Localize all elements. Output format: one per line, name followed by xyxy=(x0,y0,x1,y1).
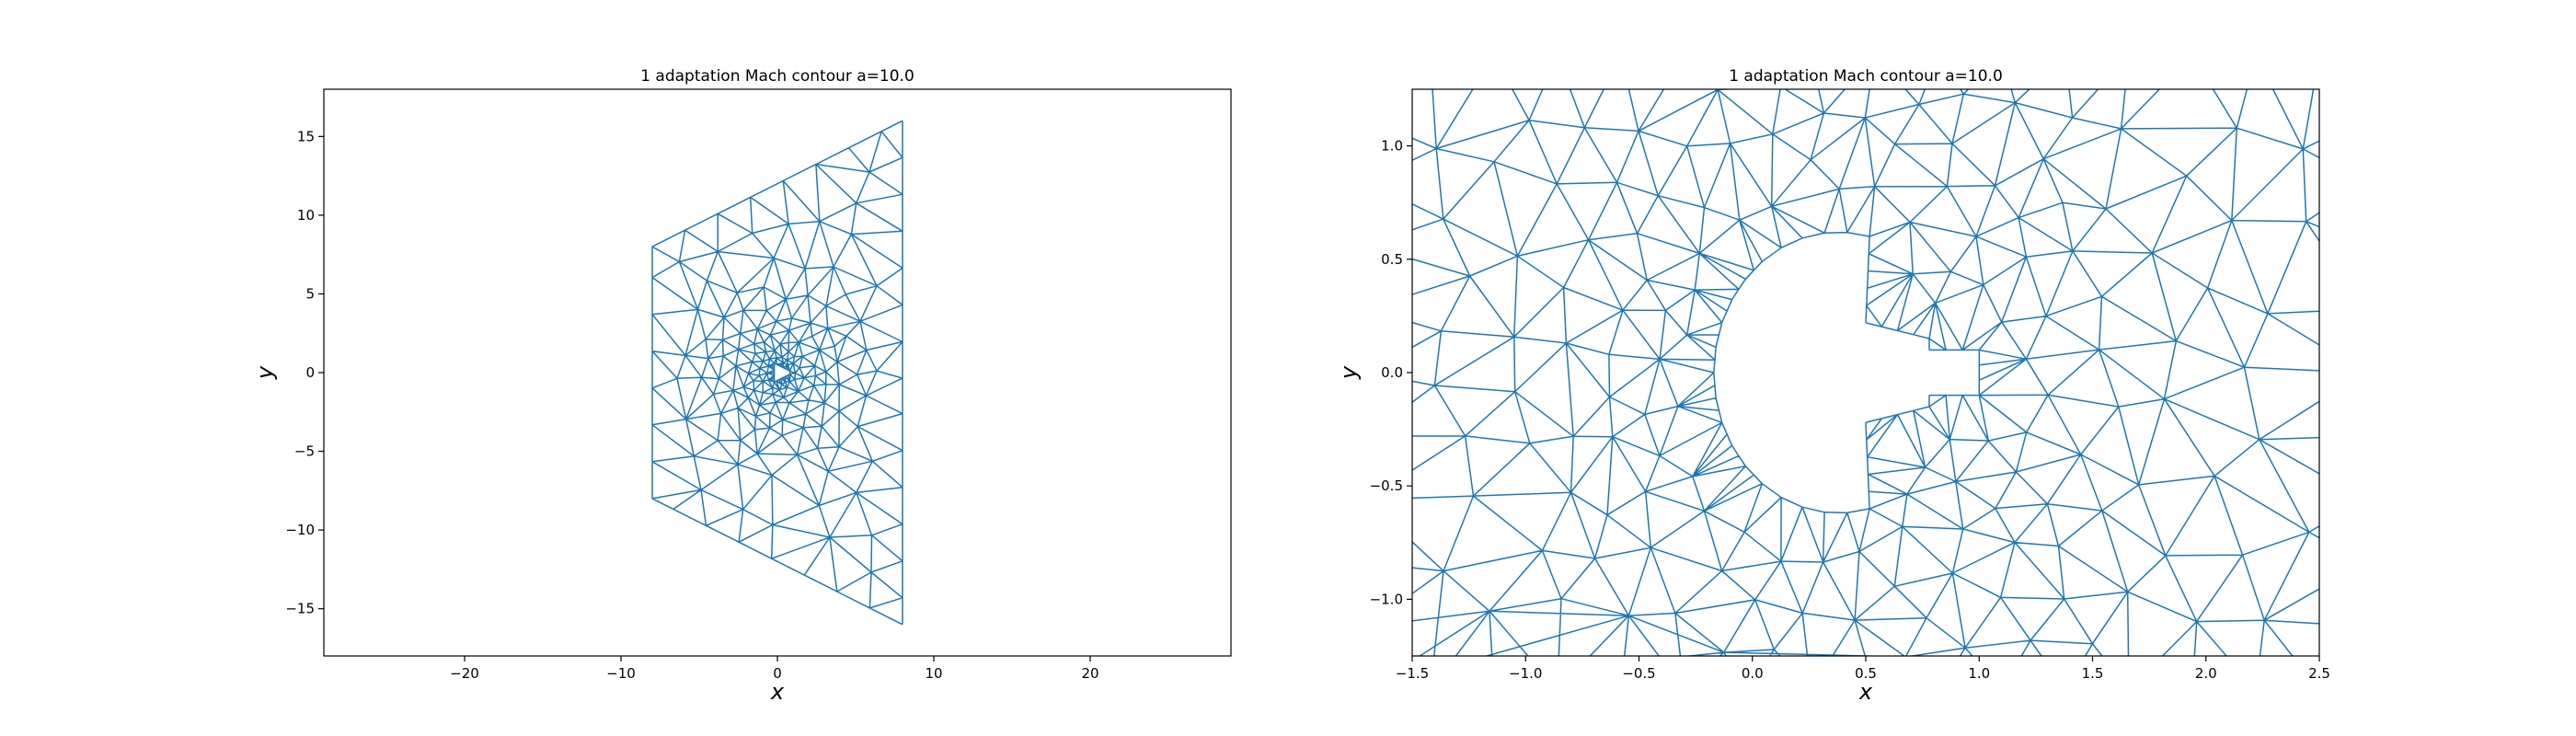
x-tick-label: 2.5 xyxy=(2308,665,2330,682)
x-axis-label: x xyxy=(1858,679,1873,705)
chart-title: 1 adaptation Mach contour a=10.0 xyxy=(1729,67,2003,86)
x-tick-label: 1.0 xyxy=(1968,665,1990,682)
y-tick-label: 1.0 xyxy=(1381,138,1403,155)
y-axis-label: y xyxy=(252,365,278,380)
x-tick-label: 10 xyxy=(925,665,942,682)
x-axis-label: x xyxy=(770,679,785,705)
x-tick-label: 2.0 xyxy=(2195,665,2217,682)
x-tick-label: −1.0 xyxy=(1509,665,1542,682)
mesh-edges xyxy=(1412,89,2319,656)
y-tick-label: −1.0 xyxy=(1370,591,1403,607)
y-tick-label: −15 xyxy=(285,601,315,617)
x-tick-label: 1.5 xyxy=(2082,665,2104,682)
y-axis-ticks: −15 −10 −5 0 5 10 15 xyxy=(285,128,324,617)
mesh-plot-full-domain: 1 adaptation Mach contour a=10.0 −20 −10 0… xyxy=(252,67,1232,705)
x-tick-label: 20 xyxy=(1081,665,1098,682)
x-tick-label: −0.5 xyxy=(1622,665,1655,682)
x-tick-label: 0.0 xyxy=(1742,665,1764,682)
y-tick-label: 15 xyxy=(297,128,315,144)
mesh-plot-zoomed: 1 adaptation Mach contour a=10.0 −1.5 −1.… xyxy=(1336,67,2330,705)
mesh-area xyxy=(651,120,903,626)
x-tick-label: −1.5 xyxy=(1396,665,1429,682)
y-axis-ticks: −1.0 −0.5 0.0 0.5 1.0 xyxy=(1370,138,1412,607)
y-tick-label: −10 xyxy=(285,522,315,538)
chart-title: 1 adaptation Mach contour a=10.0 xyxy=(640,67,914,86)
y-axis-label: y xyxy=(1336,365,1362,380)
y-tick-label: 5 xyxy=(305,285,315,302)
x-axis-ticks: −20 −10 0 10 20 xyxy=(450,656,1099,682)
y-tick-label: 10 xyxy=(297,207,315,224)
x-axis-ticks: −1.5 −1.0 −0.5 0.0 0.5 1.0 1.5 2.0 2.5 xyxy=(1396,656,2330,682)
y-tick-label: 0.0 xyxy=(1381,364,1403,381)
x-tick-label: 0 xyxy=(773,665,782,682)
x-tick-label: 0.5 xyxy=(1855,665,1877,682)
y-tick-label: −0.5 xyxy=(1370,477,1403,494)
y-tick-label: 0 xyxy=(305,364,315,381)
x-tick-label: −20 xyxy=(450,665,479,682)
x-tick-label: −10 xyxy=(606,665,636,682)
y-tick-label: 0.5 xyxy=(1381,251,1403,268)
mesh-edges xyxy=(651,120,903,626)
y-tick-label: −5 xyxy=(294,443,315,460)
mesh-area xyxy=(1412,89,2319,656)
